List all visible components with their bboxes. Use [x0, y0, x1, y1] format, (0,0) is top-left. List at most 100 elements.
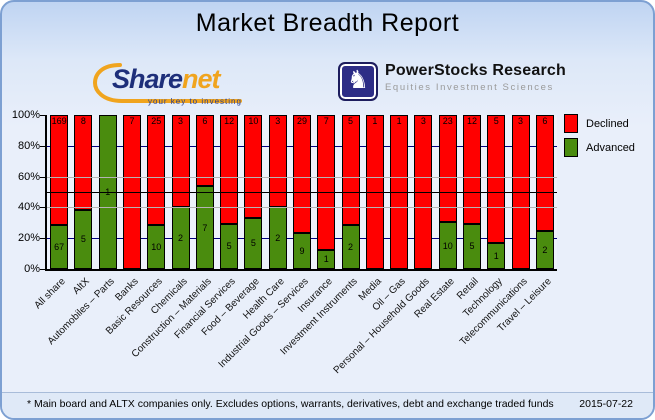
powerstocks-text: PowerStocks Research Equities Investment… — [385, 62, 566, 93]
declined-segment — [487, 115, 506, 244]
declined-segment — [195, 115, 214, 187]
legend-item-declined: Declined — [564, 114, 635, 133]
advanced-swatch-icon — [564, 138, 578, 157]
advanced-value: 5 — [469, 241, 475, 252]
reference-line-50pct — [47, 192, 557, 193]
y-axis-label-100: 100% — [11, 109, 40, 121]
advanced-segment — [438, 222, 457, 269]
sharenet-tagline: your key to investing — [148, 97, 242, 106]
declined-value: 3 — [275, 116, 281, 126]
y-axis-tick — [40, 207, 45, 209]
powerstocks-logo: ♞ PowerStocks Research Equities Investme… — [338, 62, 566, 102]
advanced-value: 5 — [80, 234, 86, 245]
y-axis-tick — [40, 238, 45, 240]
declined-segment — [50, 115, 69, 226]
advanced-value: 5 — [226, 241, 232, 252]
y-axis-tick — [40, 145, 45, 147]
declined-value: 1 — [372, 116, 378, 126]
sharenet-wordmark: Sharenet — [112, 64, 221, 95]
bar-food-beverage: 10 5 — [244, 115, 263, 269]
declined-segment — [171, 115, 190, 208]
footer-note: * Main board and ALTX companies only. Ex… — [27, 398, 554, 410]
footer: * Main board and ALTX companies only. Ex… — [2, 392, 653, 418]
advanced-segment — [341, 225, 360, 269]
advanced-value: 1 — [493, 251, 499, 262]
declined-value: 10 — [248, 116, 259, 126]
declined-value: 3 — [178, 116, 184, 126]
powerstocks-subtitle: Equities Investment Sciences — [385, 82, 554, 93]
powerstocks-title: PowerStocks Research — [385, 62, 566, 79]
advanced-value: 9 — [299, 245, 305, 256]
advanced-value: 1 — [323, 254, 329, 265]
bar-real-estate: 23 10 — [438, 115, 457, 269]
declined-segment — [293, 115, 311, 233]
declined-segment — [147, 115, 166, 225]
bar-industrial-goods-services: 29 9 — [293, 115, 311, 269]
declined-segment — [220, 115, 239, 224]
advanced-value: 10 — [151, 242, 162, 252]
advanced-segment — [220, 223, 239, 269]
bar-all-share: 169 67 — [50, 115, 69, 269]
declined-segment — [535, 115, 554, 231]
chart-legend: Declined Advanced — [564, 114, 635, 162]
advanced-segment — [50, 225, 69, 269]
declined-value: 5 — [493, 116, 499, 126]
gridline-60pct — [47, 176, 557, 178]
advanced-segment — [147, 225, 166, 269]
y-axis-tick — [40, 115, 45, 116]
declined-value: 3 — [518, 116, 524, 126]
declined-segment — [268, 115, 287, 208]
advanced-value: 7 — [202, 222, 208, 233]
y-axis-label-40: 40% — [17, 201, 40, 214]
advanced-value: 10 — [442, 240, 453, 251]
declined-value: 23 — [442, 116, 453, 126]
y-axis-tick — [40, 269, 45, 270]
report-date: 2015-07-22 — [579, 398, 633, 410]
y-axis-tick — [40, 176, 45, 178]
declined-value: 12 — [466, 116, 477, 126]
bar-basic-resources: 25 10 — [147, 115, 166, 269]
advanced-value: 2 — [348, 242, 354, 252]
advanced-value: 2 — [542, 244, 548, 255]
legend-label-advanced: Advanced — [586, 141, 635, 154]
legend-item-advanced: Advanced — [564, 138, 635, 157]
declined-segment — [438, 115, 457, 223]
advanced-value: 5 — [250, 238, 256, 249]
advanced-segment — [463, 223, 481, 269]
sharenet-logo: Sharenet your key to investing — [90, 60, 270, 108]
advanced-value: 67 — [54, 242, 65, 253]
sharenet-word-share: Share — [112, 64, 183, 94]
declined-value: 8 — [80, 116, 86, 126]
declined-value: 169 — [51, 116, 67, 126]
declined-value: 6 — [202, 116, 208, 126]
declined-value: 6 — [542, 116, 548, 126]
gridline-40pct — [47, 207, 557, 209]
declined-swatch-icon — [564, 114, 578, 133]
advanced-segment — [293, 232, 311, 269]
declined-segment — [341, 115, 360, 225]
bar-financial-services: 12 5 — [220, 115, 239, 269]
declined-value: 1 — [396, 116, 402, 126]
chart-plot-area: 169 67 8 5 1 7 25 10 3 2 6 7 12 5 10 5 3 2 29 9 7 1 5 2 1 1 3 23 10 1… — [45, 115, 557, 271]
knight-icon: ♞ — [338, 62, 378, 101]
legend-label-declined: Declined — [586, 117, 629, 130]
advanced-segment — [244, 217, 263, 269]
sharenet-swoosh-icon — [92, 63, 242, 103]
y-axis-label-60: 60% — [17, 170, 40, 183]
declined-segment — [317, 115, 336, 250]
y-axis-label-0: 0% — [24, 263, 40, 275]
advanced-value: 2 — [275, 233, 281, 244]
declined-value: 5 — [348, 116, 354, 126]
declined-value: 3 — [420, 116, 426, 126]
advanced-segment — [487, 243, 506, 269]
y-axis-label-20: 20% — [17, 232, 40, 245]
advanced-segment — [195, 186, 214, 269]
declined-value: 7 — [323, 116, 329, 126]
declined-segment — [463, 115, 481, 224]
declined-segment — [244, 115, 263, 218]
